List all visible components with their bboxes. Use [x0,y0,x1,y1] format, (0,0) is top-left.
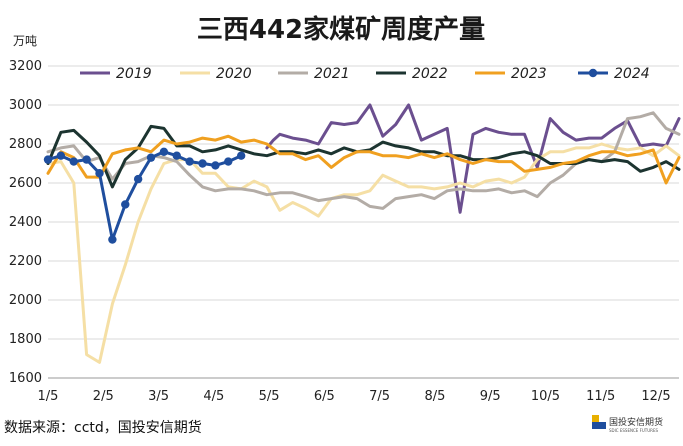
y-tick-label: 1800 [9,332,42,347]
legend-label-2022: 2022 [412,66,448,82]
y-tick-label: 2200 [9,254,42,269]
data-point-2024 [82,155,91,164]
x-tick-label: 6/5 [314,389,335,404]
logo-name: 国投安信期货 [609,416,663,428]
series-line-2024 [46,150,243,242]
data-point-2024 [146,153,156,162]
logo-mark-yellow [592,415,599,422]
logo-mark-blue [592,422,599,429]
series-line-2020 [46,142,681,364]
data-point-2024 [159,147,169,156]
legend-label-2023: 2023 [511,66,547,82]
data-point-2024 [198,159,207,168]
data-point-2024 [172,151,181,160]
series-lines [43,103,681,364]
legend-label-2024: 2024 [614,66,650,82]
x-tick-label: 11/5 [586,389,615,404]
legend-label-2021: 2021 [314,66,350,82]
company-logo: 国投安信期货 SDIC ESSENCE FUTURES [592,415,663,433]
series-line-2019 [265,103,681,214]
data-point-2024 [236,151,246,160]
data-point-2024 [224,157,233,166]
x-tick-label: 8/5 [424,389,445,404]
data-point-2024 [43,155,53,164]
data-point-2024 [108,235,117,244]
series-line-2023 [46,134,681,185]
y-tick-label: 3000 [9,98,42,113]
x-tick-label: 10/5 [531,389,560,404]
x-tick-label: 9/5 [480,389,501,404]
data-point-2024 [185,157,194,166]
data-point-2024 [56,151,66,160]
x-tick-label: 7/5 [369,389,390,404]
y-tick-label: 2400 [9,215,42,230]
y-tick-label: 2000 [9,293,42,308]
legend-marker-2024 [588,68,598,78]
y-axis-unit: 万吨 [13,34,37,48]
y-tick-label: 3200 [9,59,42,74]
data-point-2024 [133,174,143,184]
logo-subtitle: SDIC ESSENCE FUTURES [609,428,658,433]
x-tick-label: 1/5 [38,389,59,404]
data-point-2024 [69,157,78,166]
data-point-2024 [121,200,130,209]
x-tick-label: 12/5 [641,389,670,404]
data-point-2024 [95,169,104,178]
x-tick-label: 4/5 [203,389,224,404]
x-tick-label: 5/5 [259,389,280,404]
x-tick-label: 2/5 [93,389,114,404]
x-tick-label: 3/5 [148,389,169,404]
source-note: 数据来源：cctd，国投安信期货 [4,419,202,436]
legend-label-2019: 2019 [116,66,152,82]
y-tick-label: 1600 [9,371,42,386]
axes: 1600 1800 2000 2200 2400 2600 2800 3000 3200 1/5 2… [9,59,679,404]
legend-label-2020: 2020 [216,66,252,82]
data-point-2024 [211,161,220,170]
chart-title: 三西442家煤矿周度产量 [197,14,485,45]
legend: 2019 2020 2021 2022 2023 2024 [80,66,650,82]
logo-mark-blue-2 [599,422,606,429]
y-tick-label: 2600 [9,176,42,191]
y-tick-label: 2800 [9,137,42,152]
